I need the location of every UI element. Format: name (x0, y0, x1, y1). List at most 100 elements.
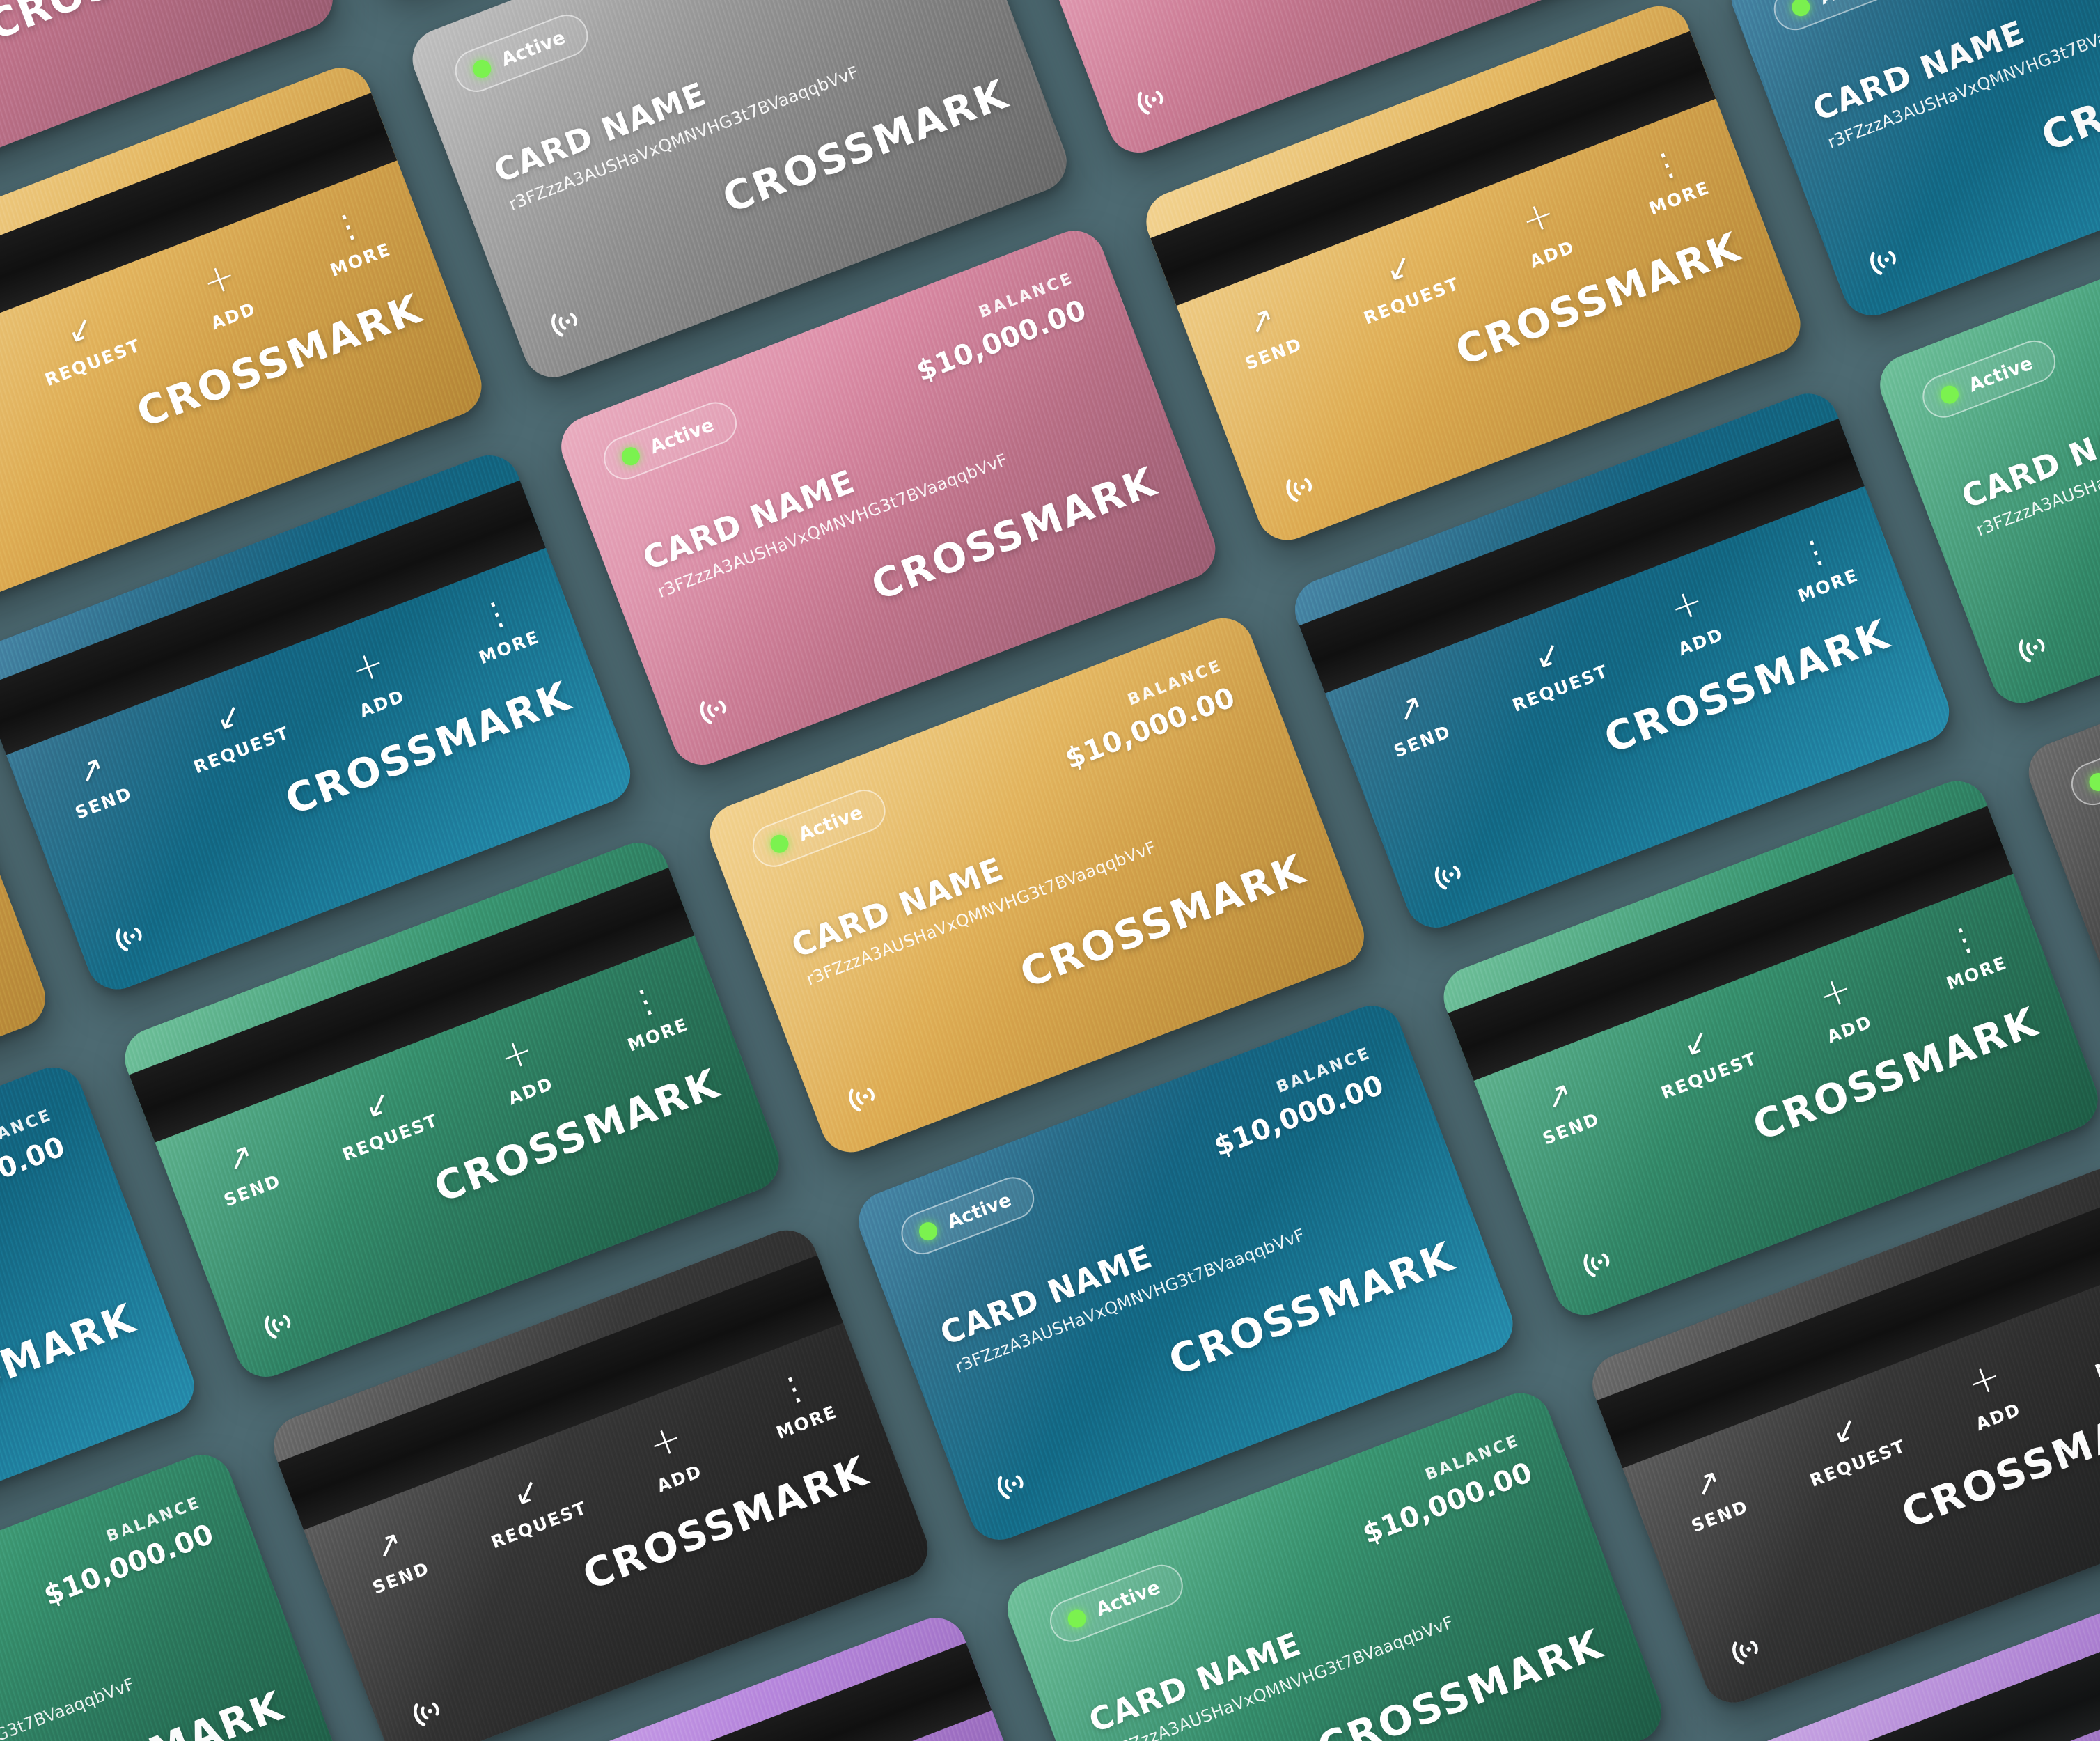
action-more-button[interactable]: ⋮ MORE (452, 584, 552, 671)
contactless-icon (256, 1290, 312, 1345)
action-send-button[interactable]: ↗ SEND (1662, 1453, 1762, 1540)
more-vertical-icon: ⋮ (326, 203, 370, 250)
action-send-button[interactable]: ↗ SEND (46, 740, 146, 827)
action-request-button[interactable]: ↙ REQUEST (324, 1071, 441, 1165)
status-dot-icon (1065, 1607, 1089, 1630)
arrow-down-left-icon: ↙ (61, 306, 100, 352)
brand-logo: CROSSMARK (0, 1294, 143, 1447)
action-send-button[interactable]: ↗ SEND (1365, 678, 1465, 765)
action-more-button[interactable]: ⋮ MORE (2068, 1297, 2100, 1385)
action-send-label: SEND (221, 1170, 284, 1211)
more-vertical-icon: ⋮ (623, 978, 667, 1025)
arrow-down-left-icon: ↙ (1677, 1020, 1716, 1065)
more-vertical-icon: ⋮ (474, 590, 519, 637)
balance-block: BALANCE$10,000.00 (1200, 1044, 1388, 1163)
action-request-button[interactable]: ↙ REQUEST (176, 683, 292, 778)
contactless-icon (1724, 1616, 1780, 1671)
arrow-down-left-icon: ↙ (1826, 1407, 1865, 1453)
action-add-button[interactable]: +ADD (1492, 185, 1595, 279)
status-badge-label: Active (1092, 1577, 1163, 1621)
balance-block: BALANCE$10,000.00 (902, 269, 1090, 388)
action-request-button[interactable]: ↙ REQUEST (1643, 1009, 1760, 1104)
brand-logo: CROSSMARK (2035, 8, 2100, 161)
action-send-button[interactable]: ↗ SEND (195, 1127, 295, 1215)
action-add-button[interactable]: +ADD (2087, 1735, 2100, 1741)
status-badge: Active (746, 783, 892, 873)
arrow-down-left-icon: ↙ (1379, 244, 1418, 290)
status-badge: Active (1044, 1558, 1189, 1648)
action-request-button[interactable]: ↙ REQUEST (1346, 234, 1463, 329)
action-add-button[interactable]: +ADD (1641, 572, 1744, 666)
action-send-label: SEND (370, 1558, 433, 1598)
arrow-down-left-icon: ↙ (507, 1469, 546, 1514)
action-send-label: SEND (1688, 1496, 1752, 1537)
action-request-button[interactable]: ↙ REQUEST (473, 1458, 590, 1553)
contactless-icon (1129, 65, 1184, 121)
plus-icon: + (1663, 577, 1710, 632)
action-more-button[interactable]: ⋮ MORE (600, 971, 700, 1059)
brand-logo: CROSSMARK (865, 457, 1164, 610)
action-more-button[interactable]: ⋮ MORE (1919, 909, 2019, 997)
contactless-icon (1426, 841, 1482, 896)
contactless-icon (1278, 453, 1333, 508)
action-send-label: SEND (1539, 1108, 1603, 1149)
action-more-button[interactable]: ⋮ MORE (749, 1359, 849, 1446)
action-send-button[interactable]: ↗ SEND (343, 1515, 444, 1602)
action-add-button[interactable]: +ADD (173, 247, 276, 341)
action-more-button[interactable]: ⋮ MORE (303, 196, 403, 284)
balance-block: BALANCE$10,000.00 (754, 0, 941, 1)
action-more-button[interactable]: ⋮ MORE (1771, 522, 1871, 610)
action-more-button[interactable]: ⋮ MORE (1622, 134, 1722, 222)
action-send-button[interactable]: ↗ SEND (1514, 1065, 1614, 1153)
action-add-button[interactable]: +ADD (620, 1409, 723, 1503)
more-vertical-icon: ⋮ (2091, 1304, 2100, 1351)
more-vertical-icon: ⋮ (772, 1365, 816, 1412)
status-dot-icon (1789, 0, 1812, 19)
action-add-button[interactable]: +ADD (1789, 960, 1893, 1054)
arrow-up-right-icon: ↗ (1539, 1072, 1578, 1118)
action-request-button[interactable]: ↙ REQUEST (1495, 622, 1611, 716)
brand-logo: CROSSMARK (1013, 845, 1312, 998)
balance-value: $10,000.00 (763, 0, 941, 1)
status-badge: Active (448, 8, 595, 98)
status-dot-icon (767, 832, 792, 856)
contactless-icon (2010, 613, 2066, 669)
action-send-button[interactable]: ↗ SEND (1216, 290, 1317, 378)
action-more-label: MORE (2092, 1339, 2100, 1382)
action-request-button[interactable]: ↙ REQUEST (1792, 1397, 1909, 1491)
contactless-icon (1862, 226, 1918, 281)
contactless-icon (405, 1677, 460, 1733)
action-request-button[interactable]: ↙ REQUEST (27, 296, 143, 390)
action-add-button[interactable]: +ADD (322, 634, 425, 728)
status-dot-icon (916, 1219, 940, 1243)
plus-icon: + (344, 639, 391, 694)
plus-icon: + (1961, 1352, 2008, 1407)
action-add-button[interactable]: +ADD (471, 1021, 574, 1115)
status-badge-label: Active (944, 1189, 1015, 1234)
balance-block: BALANCE$10,000.00 (30, 1493, 218, 1612)
status-badge: Active (597, 396, 744, 486)
action-add-button[interactable]: +ADD (1938, 1347, 2042, 1441)
status-dot-icon (470, 56, 494, 81)
